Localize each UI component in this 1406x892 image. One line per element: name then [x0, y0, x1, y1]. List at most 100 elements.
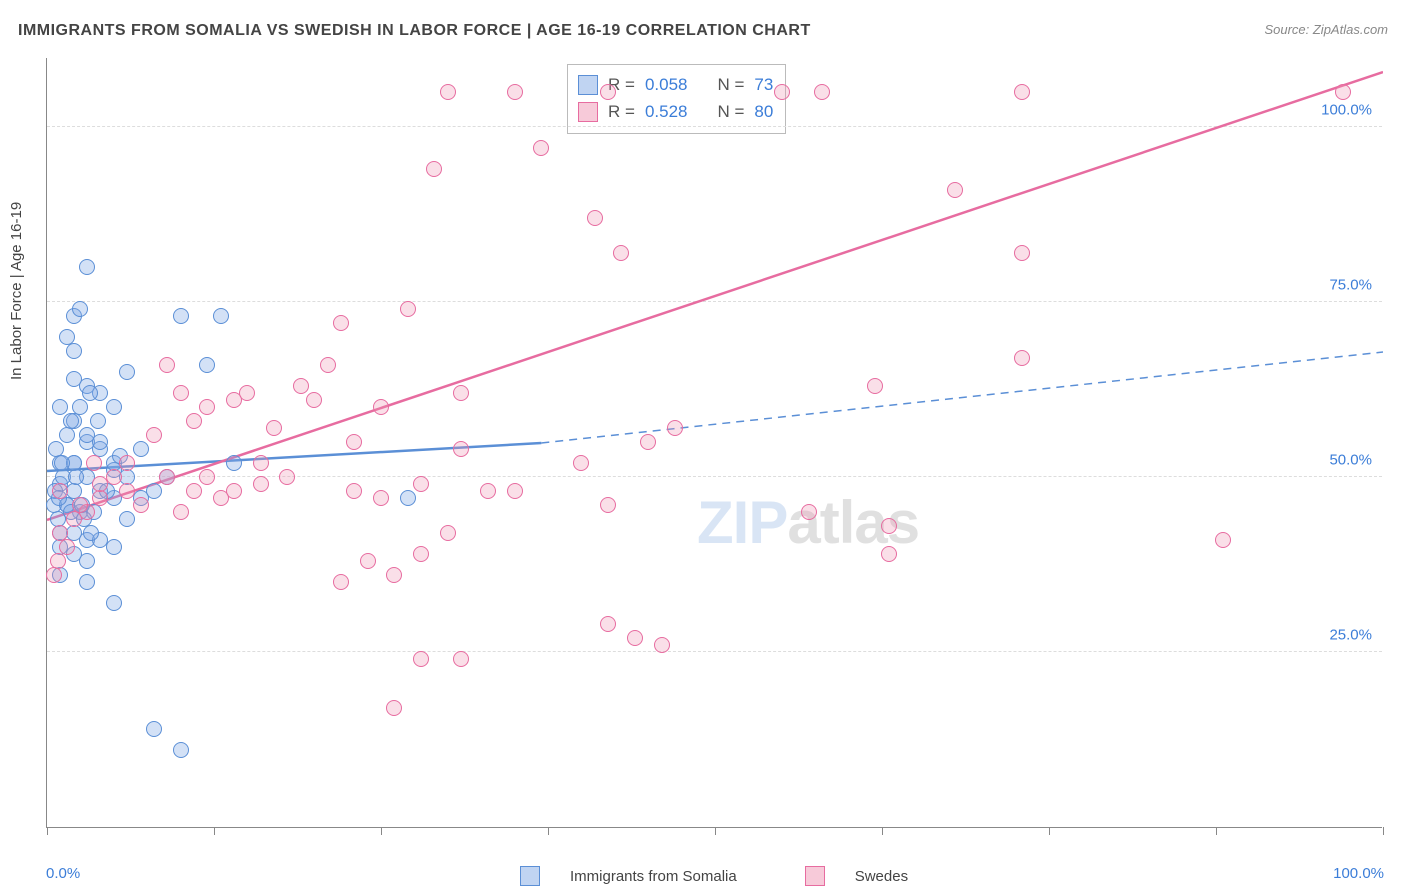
gridline — [47, 476, 1382, 477]
xtick — [715, 827, 716, 835]
data-point — [146, 721, 162, 737]
data-point — [83, 525, 99, 541]
data-point — [453, 441, 469, 457]
chart-title: IMMIGRANTS FROM SOMALIA VS SWEDISH IN LA… — [18, 22, 811, 40]
data-point — [1014, 84, 1030, 100]
data-point — [239, 385, 255, 401]
data-point — [279, 469, 295, 485]
x-axis-max-label: 100.0% — [1333, 865, 1384, 882]
data-point — [654, 637, 670, 653]
data-point — [106, 595, 122, 611]
n-value-pink: 80 — [754, 98, 773, 125]
data-point — [54, 455, 70, 471]
data-point — [346, 434, 362, 450]
data-point — [146, 483, 162, 499]
r-label: R = — [608, 98, 635, 125]
data-point — [72, 301, 88, 317]
data-point — [373, 399, 389, 415]
data-point — [1335, 84, 1351, 100]
data-point — [133, 497, 149, 513]
data-point — [947, 182, 963, 198]
data-point — [159, 357, 175, 373]
data-point — [413, 546, 429, 562]
gridline — [47, 126, 1382, 127]
data-point — [79, 259, 95, 275]
data-point — [507, 84, 523, 100]
data-point — [213, 308, 229, 324]
source-label: Source: ZipAtlas.com — [1264, 22, 1388, 37]
data-point — [881, 518, 897, 534]
data-point — [46, 567, 62, 583]
xtick — [1383, 827, 1384, 835]
data-point — [199, 469, 215, 485]
data-point — [360, 553, 376, 569]
data-point — [199, 357, 215, 373]
data-point — [587, 210, 603, 226]
xtick — [1216, 827, 1217, 835]
xtick — [548, 827, 549, 835]
data-point — [133, 441, 149, 457]
data-point — [119, 511, 135, 527]
y-axis-label: In Labor Force | Age 16-19 — [8, 202, 25, 380]
data-point — [306, 392, 322, 408]
plot-area: R = 0.058 N = 73 R = 0.528 N = 80 ZIPatl… — [46, 58, 1382, 828]
data-point — [52, 483, 68, 499]
data-point — [881, 546, 897, 562]
data-point — [667, 420, 683, 436]
x-axis-min-label: 0.0% — [46, 865, 80, 882]
data-point — [1215, 532, 1231, 548]
trend-lines — [47, 58, 1383, 828]
data-point — [86, 455, 102, 471]
data-point — [253, 455, 269, 471]
data-point — [613, 245, 629, 261]
data-point — [79, 574, 95, 590]
data-point — [814, 84, 830, 100]
data-point — [173, 308, 189, 324]
ytick-label: 25.0% — [1329, 627, 1372, 644]
ytick-label: 100.0% — [1321, 102, 1372, 119]
data-point — [867, 378, 883, 394]
data-point — [226, 455, 242, 471]
data-point — [600, 497, 616, 513]
data-point — [59, 539, 75, 555]
data-point — [600, 84, 616, 100]
n-label: N = — [717, 98, 744, 125]
data-point — [640, 434, 656, 450]
ytick-label: 75.0% — [1329, 277, 1372, 294]
data-point — [173, 504, 189, 520]
data-point — [333, 574, 349, 590]
data-point — [253, 476, 269, 492]
xtick — [882, 827, 883, 835]
data-point — [333, 315, 349, 331]
data-point — [79, 427, 95, 443]
data-point — [774, 84, 790, 100]
watermark-zip: ZIP — [697, 489, 787, 556]
legend-swatch-blue-icon — [520, 866, 540, 886]
data-point — [440, 84, 456, 100]
data-point — [1014, 245, 1030, 261]
data-point — [106, 539, 122, 555]
data-point — [533, 140, 549, 156]
data-point — [453, 651, 469, 667]
data-point — [480, 483, 496, 499]
data-point — [186, 413, 202, 429]
data-point — [173, 742, 189, 758]
data-point — [386, 700, 402, 716]
xtick — [214, 827, 215, 835]
data-point — [507, 483, 523, 499]
data-point — [400, 490, 416, 506]
gridline — [47, 301, 1382, 302]
data-point — [52, 399, 68, 415]
swatch-blue-icon — [578, 75, 598, 95]
data-point — [92, 490, 108, 506]
watermark-atlas: atlas — [787, 489, 919, 556]
data-point — [600, 616, 616, 632]
data-point — [92, 476, 108, 492]
data-point — [119, 364, 135, 380]
data-point — [119, 483, 135, 499]
data-point — [72, 497, 88, 513]
data-point — [146, 427, 162, 443]
data-point — [66, 371, 82, 387]
data-point — [226, 483, 242, 499]
data-point — [426, 161, 442, 177]
